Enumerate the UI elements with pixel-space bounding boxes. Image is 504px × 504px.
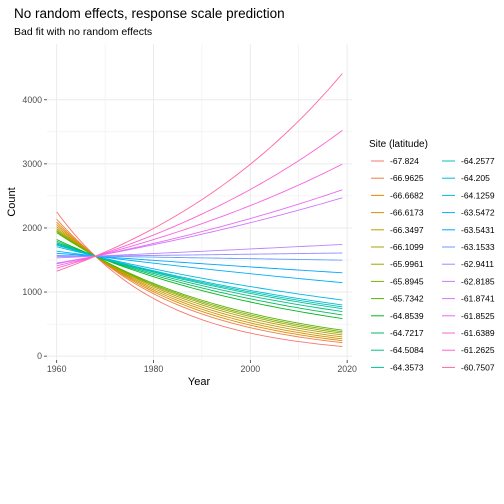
y-tick-label: 1000 <box>22 287 42 297</box>
legend-label: -61.6389 <box>461 328 495 338</box>
legend-item: -63.1533 <box>442 242 495 252</box>
legend-label: -63.5431 <box>461 225 495 235</box>
series-line <box>56 211 343 347</box>
legend-label: -65.7342 <box>390 294 424 304</box>
grid <box>47 44 352 360</box>
legend-label: -62.8185 <box>461 276 495 286</box>
chart-subtitle: Bad fit with no random effects <box>14 26 152 38</box>
legend-label: -65.8945 <box>390 276 424 286</box>
legend-item: -61.2625 <box>442 345 495 355</box>
legend-title: Site (latitude) <box>369 139 428 150</box>
legend-item: -62.9411 <box>442 259 494 269</box>
legend-item: -60.7507 <box>442 362 495 372</box>
y-axis: 0 1000 2000 3000 4000 <box>22 95 47 361</box>
legend-label: -64.205 <box>461 173 490 183</box>
legend-item: -65.8945 <box>371 276 424 286</box>
legend-label: -62.9411 <box>461 259 494 269</box>
legend-item: -65.7342 <box>371 294 424 304</box>
legend-label: -66.1099 <box>390 242 424 252</box>
x-tick-label: 2020 <box>337 364 357 374</box>
legend-label: -63.1533 <box>461 242 495 252</box>
legend-item: -63.5472 <box>442 208 495 218</box>
legend-label: -66.9625 <box>390 173 424 183</box>
legend-item: -64.1259 <box>442 190 495 200</box>
legend-label: -66.6173 <box>390 208 424 218</box>
legend-label: -64.3573 <box>390 362 424 372</box>
series-line <box>56 232 343 331</box>
x-tick-label: 1960 <box>47 364 67 374</box>
legend-item: -61.8741 <box>442 294 495 304</box>
series-lines <box>56 73 343 347</box>
y-tick-label: 0 <box>37 351 42 361</box>
legend-item: -64.2577 <box>442 156 495 166</box>
series-line <box>56 252 343 274</box>
series-line <box>56 189 343 265</box>
x-axis: 1960 1980 2000 2020 <box>47 360 357 374</box>
legend: Site (latitude) -67.824 -66.9625 -66.6682 -… <box>369 139 495 372</box>
legend-label: -64.7217 <box>390 328 424 338</box>
legend-label: -66.3497 <box>390 225 424 235</box>
plot-panel <box>47 44 352 360</box>
x-tick-label: 2000 <box>241 364 261 374</box>
legend-item: -66.6682 <box>371 190 424 200</box>
legend-label: -63.5472 <box>461 208 495 218</box>
legend-item: -64.7217 <box>371 328 424 338</box>
legend-item: -61.8525 <box>442 311 495 321</box>
legend-label: -64.5084 <box>390 345 424 355</box>
legend-label: -64.1259 <box>461 190 495 200</box>
legend-label: -60.7507 <box>461 362 495 372</box>
legend-label: -61.8525 <box>461 311 495 321</box>
legend-item: -64.205 <box>442 173 490 183</box>
legend-item: -64.3573 <box>371 362 424 372</box>
y-tick-label: 4000 <box>22 95 42 105</box>
legend-label: -64.2577 <box>461 156 495 166</box>
legend-label: -67.824 <box>390 156 419 166</box>
series-line <box>56 163 343 267</box>
x-tick-label: 1980 <box>144 364 164 374</box>
legend-label: -66.6682 <box>390 190 424 200</box>
legend-item: -66.3497 <box>371 225 424 235</box>
legend-label: -64.8539 <box>390 311 424 321</box>
legend-item: -65.9961 <box>371 259 424 269</box>
legend-item: -64.5084 <box>371 345 424 355</box>
legend-item: -62.8185 <box>442 276 495 286</box>
y-axis-title: Count <box>6 187 18 216</box>
legend-label: -65.9961 <box>390 259 424 269</box>
legend-item: -61.6389 <box>442 328 495 338</box>
legend-item: -66.9625 <box>371 173 424 183</box>
y-tick-label: 2000 <box>22 223 42 233</box>
series-line <box>56 246 343 301</box>
y-tick-label: 3000 <box>22 159 42 169</box>
chart-title: No random effects, response scale predic… <box>14 6 285 21</box>
x-axis-title: Year <box>188 376 211 388</box>
series-line <box>56 243 343 259</box>
legend-item: -66.1099 <box>371 242 424 252</box>
legend-label: -61.8741 <box>461 294 495 304</box>
series-line <box>56 130 343 269</box>
legend-item: -66.6173 <box>371 208 424 218</box>
legend-item: -64.8539 <box>371 311 424 321</box>
series-line <box>56 73 343 272</box>
legend-item: -63.5431 <box>442 225 495 235</box>
legend-item: -67.824 <box>371 156 419 166</box>
legend-label: -61.2625 <box>461 345 495 355</box>
